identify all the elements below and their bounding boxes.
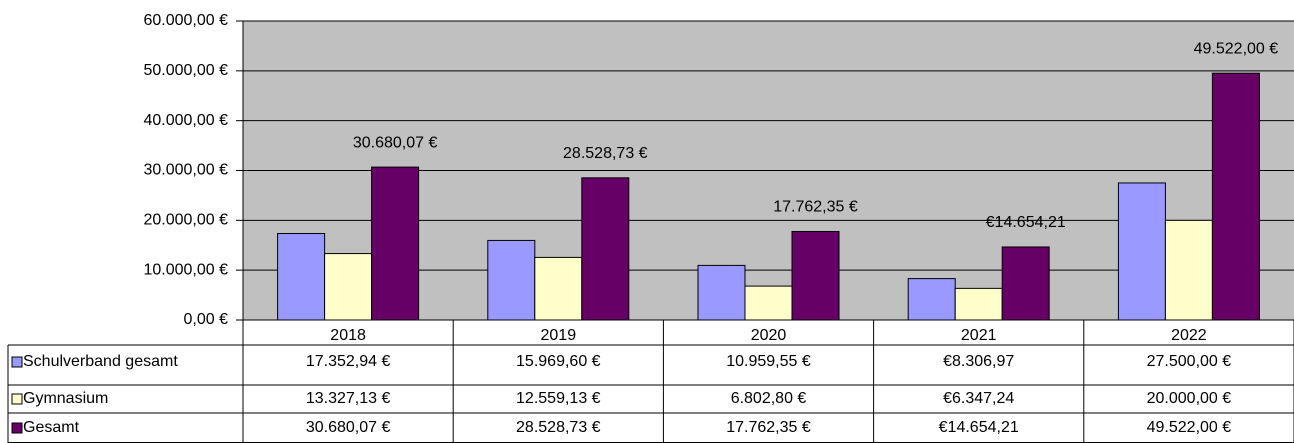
x-tick-label: 2022 xyxy=(1171,327,1207,344)
table-cell: 20.000,00 € xyxy=(1147,390,1232,407)
x-tick-label: 2018 xyxy=(330,327,366,344)
legend-swatch xyxy=(11,422,23,434)
bar xyxy=(324,253,373,321)
bar xyxy=(744,285,793,321)
bar xyxy=(954,287,1003,321)
bar xyxy=(487,239,536,321)
data-label: 17.762,35 € xyxy=(773,199,858,216)
table-cell: 17.762,35 € xyxy=(726,419,811,436)
y-tick-label: 30.000,00 € xyxy=(143,162,228,179)
legend-label: Gymnasium xyxy=(23,390,108,407)
bar xyxy=(277,233,326,321)
bar xyxy=(581,177,630,321)
x-tick-label: 2021 xyxy=(961,327,997,344)
table-cell: €8.306,97 xyxy=(943,353,1014,370)
legend-label: Schulverband gesamt xyxy=(23,353,178,370)
y-tick-label: 40.000,00 € xyxy=(143,112,228,129)
table-cell: 10.959,55 € xyxy=(726,353,811,370)
table-cell: 27.500,00 € xyxy=(1147,353,1232,370)
data-label: 28.528,73 € xyxy=(563,145,648,162)
y-tick-label: 50.000,00 € xyxy=(143,62,228,79)
table-cell: €6.347,24 xyxy=(943,390,1014,407)
bar xyxy=(791,230,840,321)
y-tick-label: 60.000,00 € xyxy=(143,12,228,29)
table-cell: 13.327,13 € xyxy=(306,390,391,407)
table-cell: 28.528,73 € xyxy=(516,419,601,436)
y-tick-label: 20.000,00 € xyxy=(143,212,228,229)
x-tick-label: 2020 xyxy=(751,327,787,344)
bar xyxy=(1164,219,1213,321)
table-cell: €14.654,21 xyxy=(939,419,1019,436)
y-tick-label: 10.000,00 € xyxy=(143,261,228,278)
data-label: €14.654,21 xyxy=(986,214,1066,231)
bar xyxy=(1211,72,1260,321)
bar xyxy=(907,278,956,321)
table-cell: 12.559,13 € xyxy=(516,390,601,407)
legend-swatch xyxy=(11,393,23,405)
legend-swatch xyxy=(11,356,23,368)
data-label: 30.680,07 € xyxy=(353,134,438,151)
bar xyxy=(1117,182,1166,321)
legend-label: Gesamt xyxy=(23,419,80,436)
x-tick-label: 2019 xyxy=(541,327,577,344)
bar xyxy=(371,166,420,321)
bar xyxy=(697,264,746,321)
table-cell: 49.522,00 € xyxy=(1147,419,1232,436)
table-cell: 30.680,07 € xyxy=(306,419,391,436)
bar xyxy=(534,256,583,321)
bar xyxy=(1001,246,1050,321)
y-tick-label: 0,00 € xyxy=(184,311,229,328)
data-label: 49.522,00 € xyxy=(1194,40,1279,57)
table-cell: 6.802,80 € xyxy=(731,390,807,407)
table-cell: 15.969,60 € xyxy=(516,353,601,370)
table-cell: 17.352,94 € xyxy=(306,353,391,370)
